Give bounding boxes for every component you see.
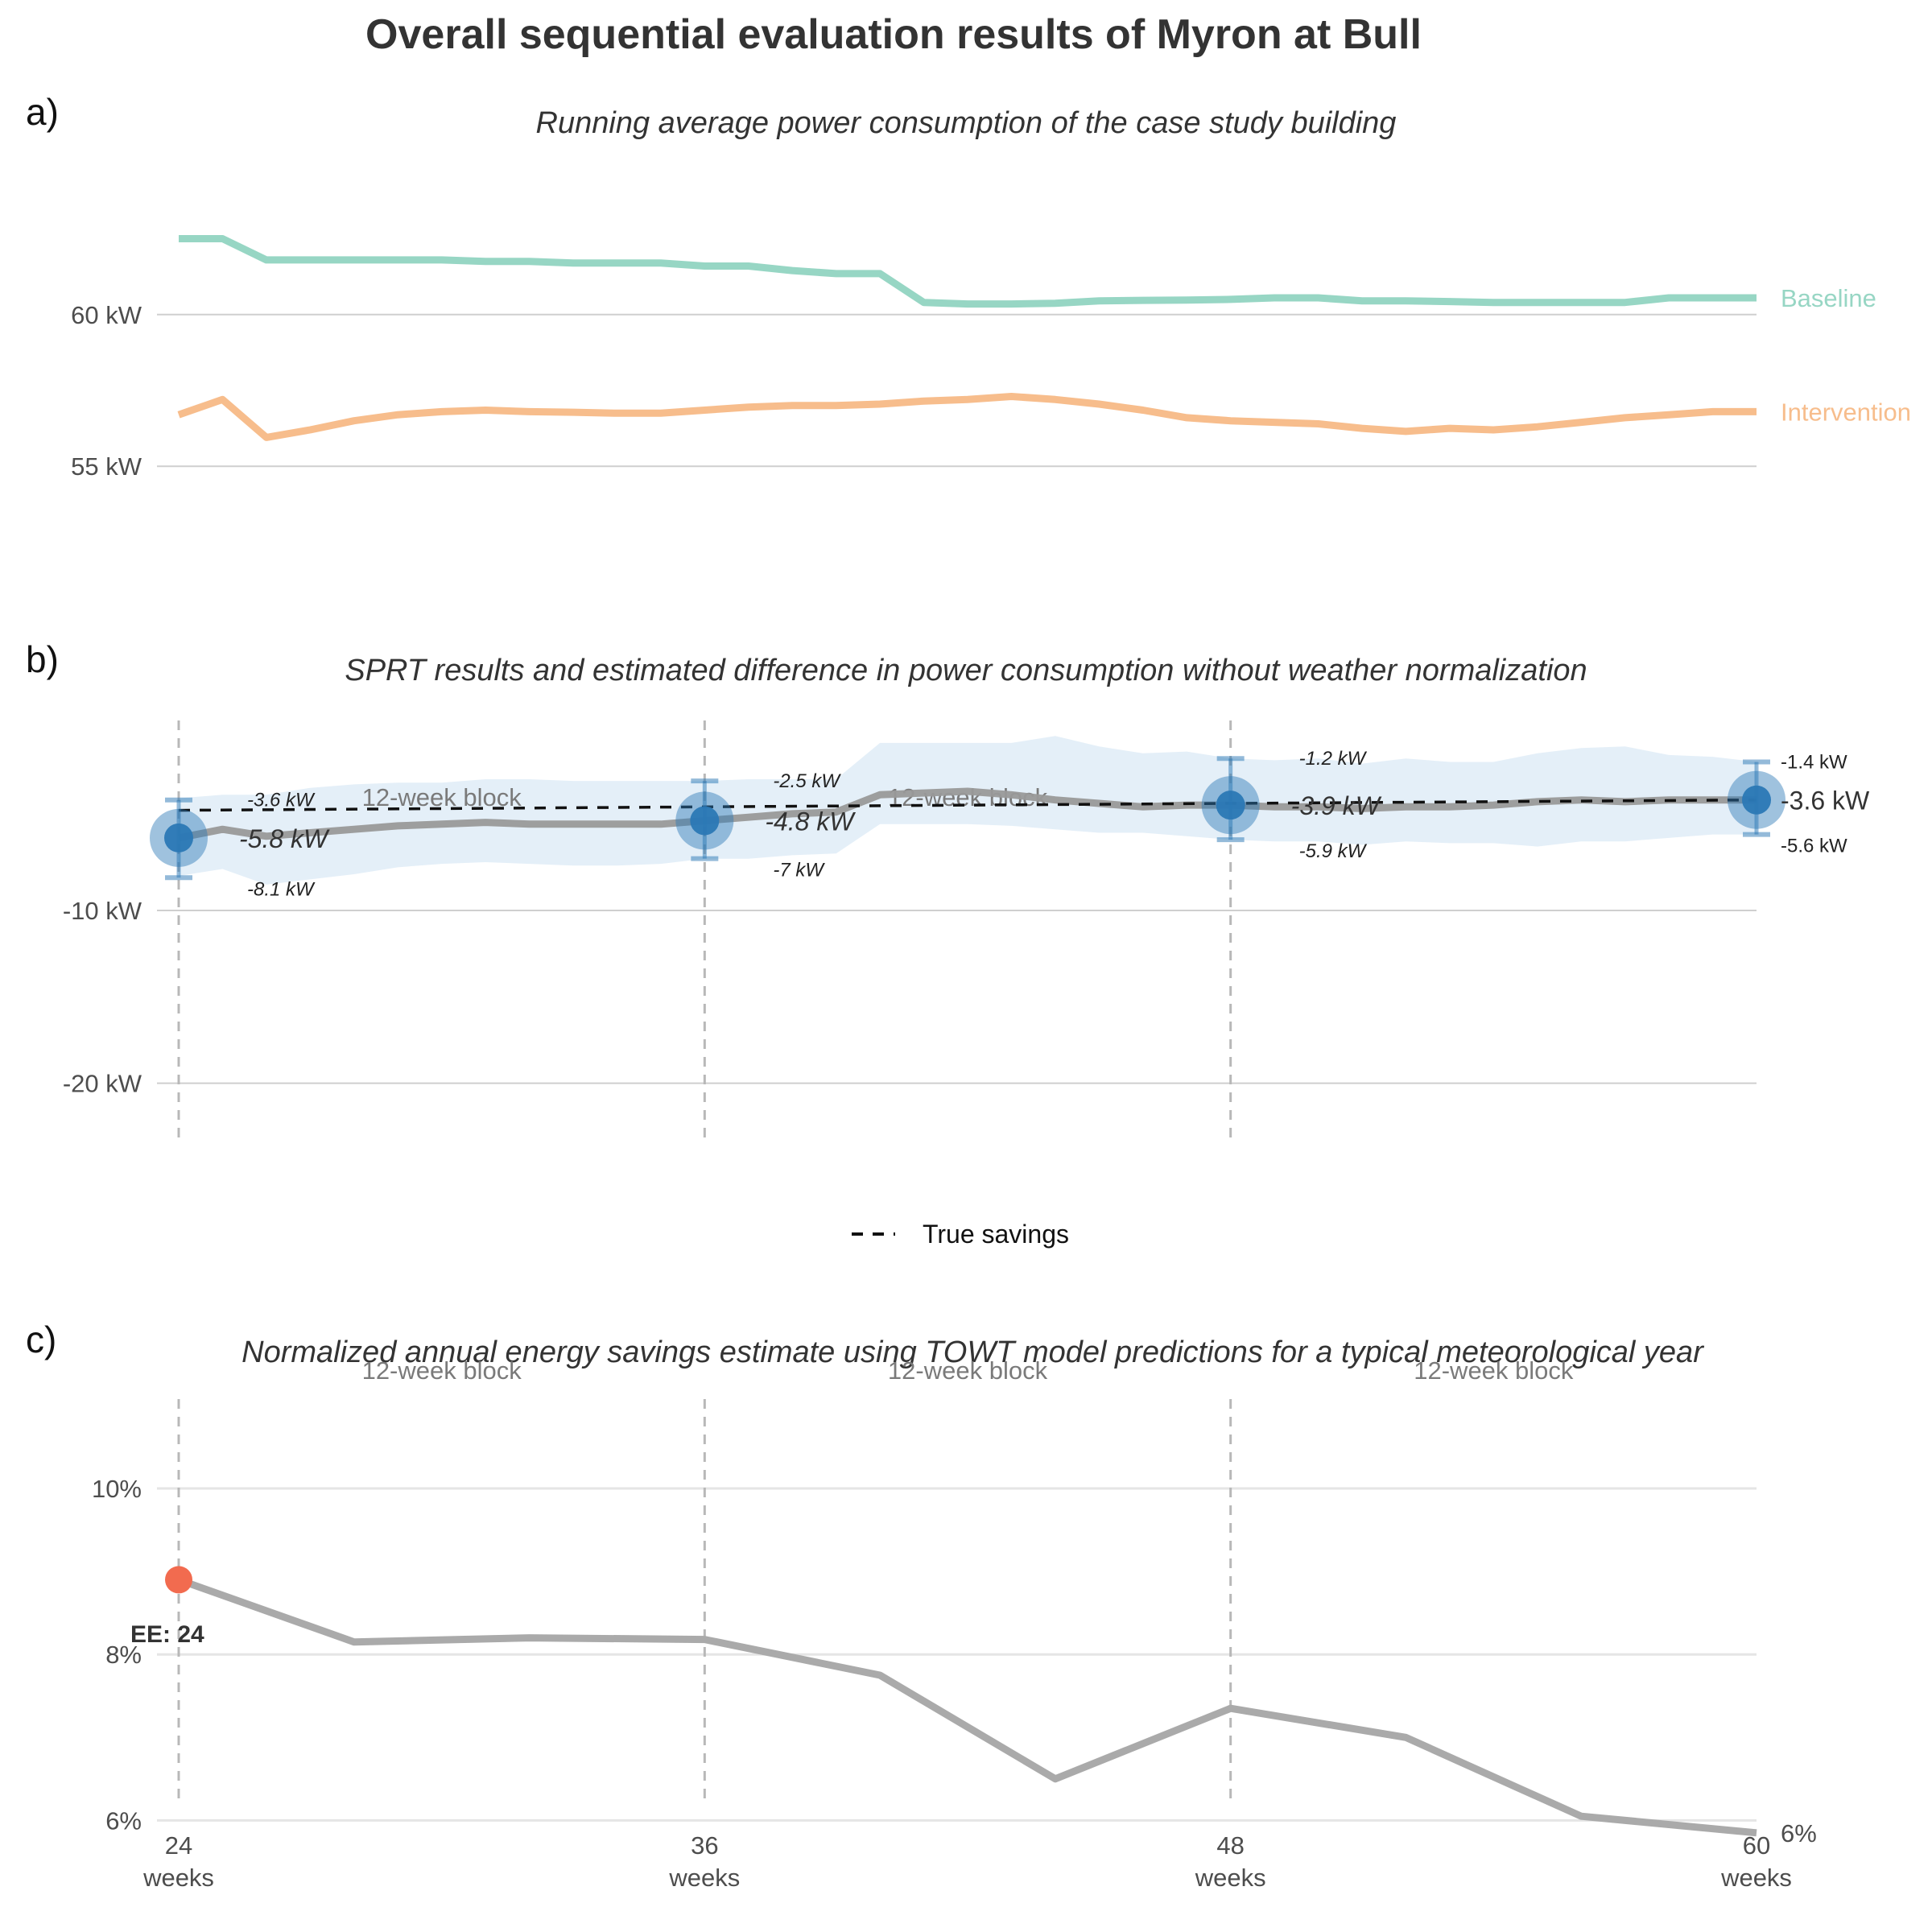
legend-true-savings-label: True savings	[923, 1220, 1069, 1249]
panel-c-xtick-value-1: 36	[691, 1831, 718, 1860]
panel-c-xtick-unit-3: weeks	[1720, 1864, 1792, 1892]
panel-b-confidence-band	[179, 736, 1757, 885]
sprt-point-2	[1216, 791, 1245, 820]
panel-a-gridlines: 55 kW 60 kW	[71, 301, 1757, 481]
panel-c-end-label: 6%	[1781, 1819, 1817, 1847]
panel-a-ytick-0: 55 kW	[71, 452, 142, 481]
panel-c: c) Normalized annual energy savings esti…	[26, 1319, 1817, 1892]
panel-c-block-label-1: 12-week block	[888, 1356, 1048, 1385]
panel-b-series	[178, 787, 1757, 842]
panel-c-savings-line	[177, 1576, 1757, 1837]
sprt-upper-label-0: -3.6 kW	[247, 790, 316, 811]
panel-c-xtick-unit-2: weeks	[1195, 1864, 1266, 1892]
sprt-lower-label-3: -5.6 kW	[1781, 836, 1847, 857]
sprt-estimate-label-0: -5.8 kW	[239, 824, 330, 853]
sprt-upper-label-2: -1.2 kW	[1299, 748, 1368, 770]
panel-b-block-label-0: 12-week block	[362, 783, 522, 811]
panel-c-xtick-unit-0: weeks	[142, 1864, 214, 1892]
panel-b-gridlines: -20 kW -10 kW	[63, 897, 1757, 1098]
panel-a-series: Baseline Intervention	[177, 235, 1911, 441]
sprt-lower-label-1: -7 kW	[773, 860, 825, 881]
sprt-upper-label-1: -2.5 kW	[773, 770, 841, 792]
panel-c-ytick-2: 10%	[92, 1475, 142, 1503]
sprt-upper-label-3: -1.4 kW	[1781, 752, 1847, 774]
panel-b-title: SPRT results and estimated difference in…	[345, 654, 1587, 687]
panel-a-label-intervention: Intervention	[1781, 398, 1911, 426]
panel-b-ci-band	[179, 736, 1757, 885]
early-estimate-point	[165, 1566, 192, 1594]
panel-b-ytick-1: -10 kW	[63, 897, 142, 925]
early-estimate-label: EE: 24	[130, 1621, 204, 1648]
panel-c-block-label-2: 12-week block	[1414, 1356, 1574, 1385]
panel-b-letter: b)	[26, 638, 59, 680]
panel-a-ytick-1: 60 kW	[71, 301, 142, 329]
panel-c-ytick-1: 8%	[105, 1641, 142, 1669]
panel-a-line-intervention	[177, 393, 1757, 441]
panel-c-gridlines: 6% 8% 10%	[92, 1475, 1757, 1835]
sprt-estimate-label-2: -3.9 kW	[1291, 791, 1382, 820]
panel-c-title: Normalized annual energy savings estimat…	[242, 1335, 1704, 1369]
panel-a: a) Running average power consumption of …	[26, 91, 1911, 481]
panel-a-label-baseline: Baseline	[1781, 284, 1876, 312]
panel-c-series: 6% EE: 24	[130, 1566, 1817, 1847]
panel-c-block-labels: 12-week block 12-week block 12-week block	[362, 1356, 1574, 1385]
panel-c-xtick-value-3: 60	[1743, 1831, 1770, 1860]
panel-c-xtick-value-2: 48	[1216, 1831, 1244, 1860]
panel-c-letter: c)	[26, 1319, 56, 1360]
panel-a-letter: a)	[26, 91, 59, 133]
panel-b-estimate-line	[178, 787, 1757, 842]
sprt-point-3	[1742, 785, 1771, 815]
panel-b: b) SPRT results and estimated difference…	[26, 638, 1870, 1249]
sprt-estimate-label-3: -3.6 kW	[1781, 786, 1870, 815]
sprt-point-0	[164, 823, 193, 852]
sprt-lower-label-2: -5.9 kW	[1299, 840, 1368, 862]
panel-c-block-label-0: 12-week block	[362, 1356, 522, 1385]
figure-title: Overall sequential evaluation results of…	[365, 11, 1422, 58]
panel-a-line-baseline	[179, 235, 1757, 308]
panel-c-xtick-value-0: 24	[165, 1831, 192, 1860]
panel-a-title: Running average power consumption of the…	[536, 106, 1397, 140]
panel-c-xtick-unit-1: weeks	[668, 1864, 740, 1892]
panel-b-sprt-points: -3.6 kW -5.8 kW -8.1 kW -2.5 kW -4.8 kW -7 kW…	[150, 748, 1870, 900]
panel-c-x-axis: 24 weeks 36 weeks 48 weeks 60 weeks	[142, 1831, 1792, 1892]
sprt-estimate-label-1: -4.8 kW	[765, 807, 856, 836]
sprt-lower-label-0: -8.1 kW	[247, 878, 316, 900]
sprt-point-1	[690, 806, 720, 836]
panel-c-block-dividers	[177, 1399, 1232, 1802]
panel-b-legend: True savings	[852, 1220, 1069, 1249]
panel-b-ytick-0: -20 kW	[63, 1070, 142, 1098]
panel-c-ytick-0: 6%	[105, 1806, 142, 1835]
